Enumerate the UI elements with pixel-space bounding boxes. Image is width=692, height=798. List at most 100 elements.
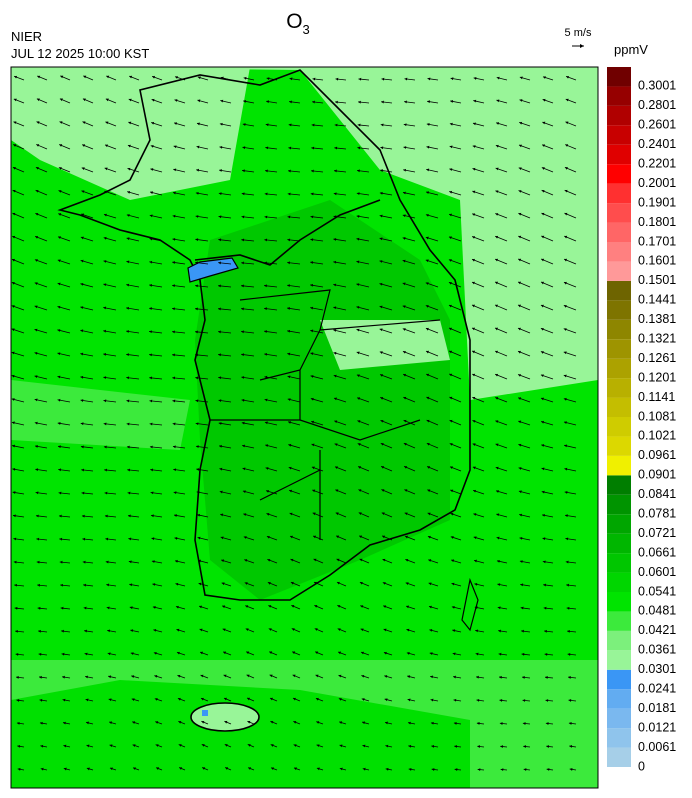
arrow-head	[219, 467, 223, 471]
arrow-head	[289, 489, 293, 493]
wind-arrow	[476, 722, 485, 725]
arrow-head	[339, 744, 343, 748]
arrow-head	[195, 445, 199, 449]
wind-arrow	[107, 629, 117, 633]
wind-arrow	[471, 327, 485, 334]
arrow-head	[312, 100, 315, 104]
arrow-head	[287, 238, 291, 242]
wind-arrow	[564, 166, 577, 173]
arrow-head	[80, 306, 84, 309]
wind-arrow	[542, 121, 554, 127]
arrow-head	[241, 376, 245, 379]
wind-arrow	[289, 100, 301, 104]
arrow-head	[472, 236, 476, 239]
wind-arrow	[520, 606, 531, 610]
arrow-head	[34, 328, 38, 332]
arrow-head	[173, 491, 177, 495]
wind-arrow	[379, 260, 393, 265]
wind-arrow	[150, 468, 163, 472]
wind-arrow	[473, 77, 485, 81]
wind-arrow	[149, 237, 163, 242]
arrow-head	[173, 168, 177, 172]
arrow-head	[59, 144, 63, 147]
wind-arrow	[426, 373, 439, 380]
wind-arrow	[518, 235, 531, 242]
arrow-head	[563, 328, 567, 331]
arrow-head	[356, 351, 360, 355]
arrow-head	[540, 327, 544, 331]
arrow-head	[312, 512, 316, 516]
wind-arrow	[108, 698, 117, 702]
wind-arrow	[149, 191, 163, 196]
wind-arrow	[287, 421, 301, 426]
arrow-head	[566, 583, 569, 587]
wind-arrow	[312, 489, 324, 495]
colorbar-box	[607, 436, 631, 456]
arrow-head	[174, 537, 178, 540]
arrow-head	[172, 330, 175, 334]
arrow-head	[60, 583, 63, 587]
arrow-head	[266, 77, 270, 81]
wind-arrow	[12, 467, 25, 472]
arrow-head	[130, 629, 134, 633]
wind-arrow	[36, 144, 48, 150]
arrow-head	[313, 581, 317, 585]
wind-arrow	[12, 166, 25, 173]
wind-arrow	[223, 697, 232, 702]
arrow-head	[128, 121, 132, 125]
arrow-head	[58, 491, 62, 495]
arrow-head	[82, 144, 86, 147]
wind-arrow	[11, 258, 25, 265]
arrow-head	[177, 697, 181, 701]
wind-arrow	[361, 721, 370, 725]
wind-arrow	[426, 396, 439, 403]
arrow-head	[104, 491, 108, 495]
arrow-head	[287, 398, 291, 402]
wind-arrow	[379, 237, 393, 242]
wind-arrow	[149, 445, 163, 449]
colorbar-label: 0.1441	[638, 293, 676, 307]
arrow-head	[334, 420, 338, 424]
arrow-head	[172, 191, 176, 195]
arrow-head	[35, 236, 39, 239]
wind-arrow	[129, 606, 140, 610]
arrow-head	[402, 191, 406, 195]
arrow-head	[361, 698, 365, 701]
wind-arrow	[426, 466, 439, 472]
wind-arrow	[287, 169, 301, 173]
arrow-head	[449, 122, 453, 126]
wind-arrow	[472, 213, 485, 219]
arrow-head	[196, 468, 200, 471]
arrow-head	[402, 237, 406, 240]
wind-arrow	[265, 444, 278, 449]
arrow-head	[132, 721, 136, 724]
arrow-head	[472, 396, 476, 400]
arrow-head	[402, 350, 406, 354]
colorbar-label: 0.0181	[638, 701, 676, 715]
wind-arrow	[177, 697, 186, 702]
wind-arrow	[292, 697, 301, 702]
arrow-head	[405, 558, 409, 562]
wind-arrow	[449, 443, 462, 449]
wind-arrow	[81, 491, 94, 495]
arrow-head	[430, 721, 434, 725]
wind-arrow	[57, 282, 71, 288]
arrow-head	[154, 675, 158, 678]
wind-arrow	[224, 720, 232, 725]
arrow-head	[35, 444, 38, 448]
arrow-head	[126, 306, 130, 310]
colorbar-label: 0.0601	[638, 565, 676, 579]
arrow-head	[103, 399, 107, 403]
wind-arrow	[13, 537, 25, 541]
arrow-head	[358, 77, 362, 81]
arrow-head	[310, 215, 314, 219]
wind-arrow	[452, 629, 462, 633]
wind-arrow	[80, 306, 94, 311]
arrow-head	[383, 628, 387, 632]
wind-arrow	[565, 537, 577, 541]
colorbar-box	[607, 261, 631, 281]
wind-arrow	[379, 191, 393, 196]
wind-arrow	[334, 443, 347, 449]
wind-arrow	[381, 512, 393, 518]
arrow-head	[360, 605, 364, 608]
